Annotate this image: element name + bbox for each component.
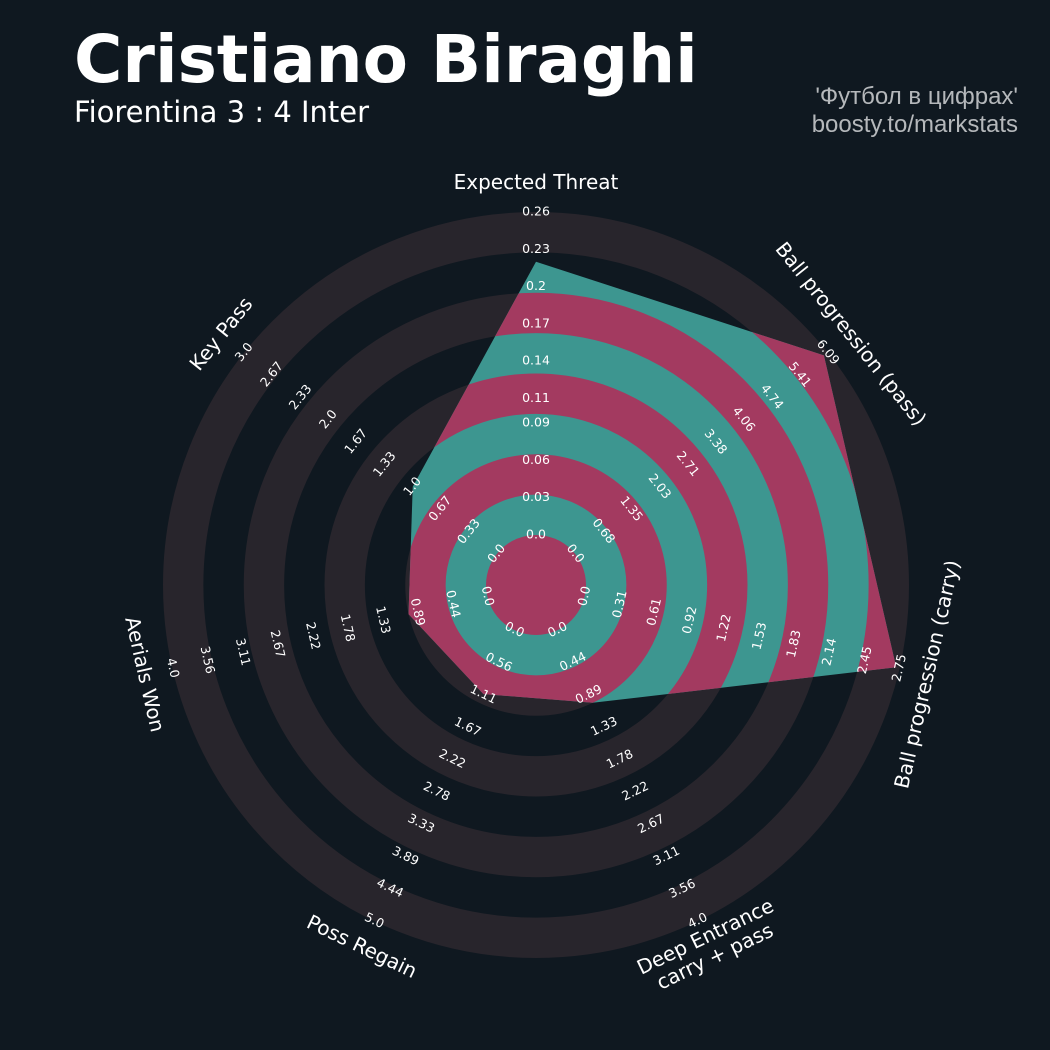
tick-label: 2.22 [303,621,324,651]
tick-label: 3.56 [198,645,219,676]
tick-label: 0.44 [443,589,464,620]
tick-label: 0.89 [408,597,429,628]
chart-subtitle: Fiorentina 3 : 4 Inter [74,95,369,129]
tick-label: 0.09 [522,415,550,430]
tick-label: 1.78 [338,613,359,644]
ring [408,292,829,703]
tick-label: 2.14 [818,637,839,668]
center-disc [486,535,586,635]
param-label-line: Expected Threat [454,170,619,194]
tick-label: 0.92 [679,605,700,635]
tick-label: 2.45 [854,645,875,675]
tick-label: 2.67 [268,629,289,659]
tick-label: 3.11 [233,637,254,667]
param-label: Expected Threat [454,170,619,194]
tick-label: 0.0 [574,585,593,608]
tick-label: 0.31 [609,589,630,619]
tick-label: 1.22 [713,613,734,643]
tick-label: 4.0 [164,656,183,679]
ring [163,212,909,958]
credit: 'Футбол в цифрах' [815,83,1018,110]
tick-label: 0.0 [526,527,546,542]
tick-label: 0.03 [522,489,550,504]
tick-label: 0.14 [522,353,550,368]
credit: boosty.to/markstats [812,111,1018,138]
tick-label: 0.06 [522,452,550,467]
tick-label: 1.33 [373,605,394,635]
tick-label: 0.2 [526,278,546,293]
tick-label: 0.61 [643,597,664,627]
tick-label: 0.23 [522,241,550,256]
ring [408,373,748,703]
tick-label: 2.75 [888,653,909,683]
tick-label: 0.11 [522,390,550,405]
tick-label: 0.17 [522,315,550,330]
tick-label: 1.83 [783,628,804,658]
ring [408,454,667,703]
chart-title: Cristiano Biraghi [74,21,698,98]
tick-label: 0.0 [479,585,498,608]
tick-label: 0.26 [522,204,550,219]
tick-label: 1.53 [749,621,770,651]
